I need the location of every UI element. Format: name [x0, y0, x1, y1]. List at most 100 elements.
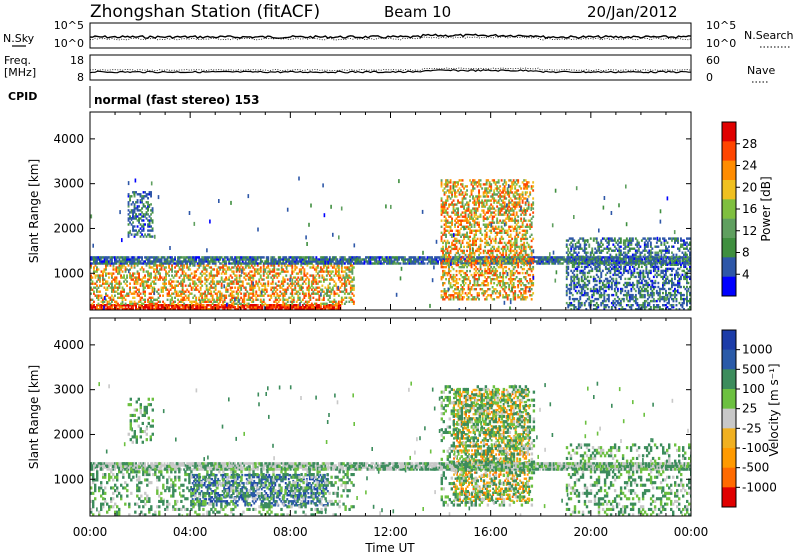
- echo-cell: [327, 260, 330, 263]
- echo-cell: [458, 179, 461, 182]
- echo-cell: [389, 262, 391, 265]
- echo-cell: [142, 195, 145, 198]
- echo-cell: [435, 258, 438, 261]
- echo-cell: [446, 247, 449, 251]
- echo-cell: [262, 298, 265, 301]
- echo-cell: [346, 278, 349, 281]
- echo-cell: [241, 304, 244, 307]
- echo-cell: [542, 258, 545, 261]
- echo-cell: [457, 296, 459, 299]
- echo-cell: [247, 276, 250, 279]
- echo-cell: [555, 256, 558, 259]
- echo-cell: [551, 258, 554, 261]
- echo-cell: [91, 256, 94, 259]
- echo-cell: [261, 308, 264, 310]
- echo-cell: [484, 257, 487, 261]
- echo-cell: [151, 229, 154, 232]
- echo-cell: [506, 187, 509, 190]
- echo-cell: [475, 269, 477, 273]
- echo-cell: [108, 308, 110, 310]
- echo-cell: [392, 260, 394, 263]
- echo-cell: [451, 235, 453, 238]
- echo-cell: [478, 221, 480, 224]
- echo-cell: [653, 256, 656, 259]
- echo-cell: [133, 260, 136, 263]
- echo-cell: [555, 260, 558, 263]
- echo-cell: [208, 304, 211, 307]
- echo-cell: [459, 256, 462, 259]
- echo-cell: [490, 185, 493, 188]
- echo-cell: [440, 181, 443, 184]
- echo-cell: [339, 290, 342, 293]
- echo-cell: [130, 209, 133, 212]
- echo-cell: [271, 262, 274, 265]
- echo-cell: [324, 260, 327, 263]
- echo-cell: [195, 298, 198, 301]
- echo-cell: [274, 298, 277, 301]
- echo-cell: [193, 256, 196, 259]
- echo-cell: [322, 304, 325, 307]
- echo-cell: [243, 256, 246, 259]
- echo-cell: [404, 260, 406, 263]
- echo-cell: [207, 264, 210, 267]
- echo-cell: [187, 308, 190, 310]
- echo-cell: [493, 221, 496, 224]
- echo-cell: [413, 256, 415, 259]
- echo-cell: [502, 245, 505, 249]
- echo-cell: [488, 191, 491, 194]
- echo-cell: [482, 251, 485, 255]
- echo-cell: [322, 276, 325, 279]
- echo-cell: [452, 258, 454, 261]
- echo-cell: [147, 306, 149, 309]
- echo-cell: [442, 245, 444, 249]
- echo-cell: [271, 306, 274, 309]
- echo-cell: [497, 201, 500, 204]
- echo-cell: [279, 256, 282, 259]
- echo-cell: [303, 296, 306, 299]
- echo-cell: [181, 284, 184, 287]
- echo-cell: [303, 306, 306, 309]
- echo-cell: [222, 260, 225, 263]
- freq-panel: Freq. [MHz] 18 8 60 0 Nave: [4, 54, 775, 84]
- echo-cell: [139, 300, 142, 303]
- echo-cell: [463, 235, 465, 238]
- echo-cell: [265, 258, 268, 261]
- echo-cell: [316, 282, 319, 285]
- echo-cell: [235, 260, 238, 263]
- echo-cell: [507, 258, 510, 261]
- echo-cell: [479, 215, 482, 218]
- echo-cell: [241, 266, 244, 269]
- echo-cell: [132, 217, 134, 220]
- echo-cell: [331, 278, 334, 281]
- echo-cell: [365, 258, 367, 261]
- echo-cell: [193, 282, 196, 285]
- echo-cell: [461, 260, 463, 263]
- echo-cell: [264, 262, 267, 265]
- echo-cell: [488, 256, 491, 259]
- echo-cell: [461, 205, 464, 208]
- echo-cell: [147, 278, 149, 281]
- echo-cell: [683, 260, 686, 263]
- echo-cell: [343, 280, 346, 283]
- echo-cell: [160, 304, 163, 307]
- echo-cell: [351, 260, 354, 263]
- echo-cell: [442, 207, 444, 210]
- echo-cell: [316, 304, 319, 307]
- echo-cell: [328, 258, 331, 261]
- echo-cell: [214, 264, 217, 267]
- echo-cell: [223, 268, 226, 271]
- echo-cell: [183, 296, 186, 299]
- echo-cell: [396, 262, 399, 265]
- echo-cell: [109, 260, 112, 263]
- echo-cell: [151, 280, 154, 283]
- echo-cell: [514, 227, 517, 230]
- echo-cell: [133, 207, 136, 210]
- echo-cell: [108, 284, 110, 287]
- echo-cell: [172, 306, 175, 309]
- echo-cell: [467, 286, 470, 289]
- echo-cell: [372, 258, 375, 261]
- echo-cell: [487, 294, 490, 297]
- echo-cell: [443, 215, 446, 218]
- echo-cell: [473, 276, 476, 279]
- echo-cell: [340, 284, 343, 287]
